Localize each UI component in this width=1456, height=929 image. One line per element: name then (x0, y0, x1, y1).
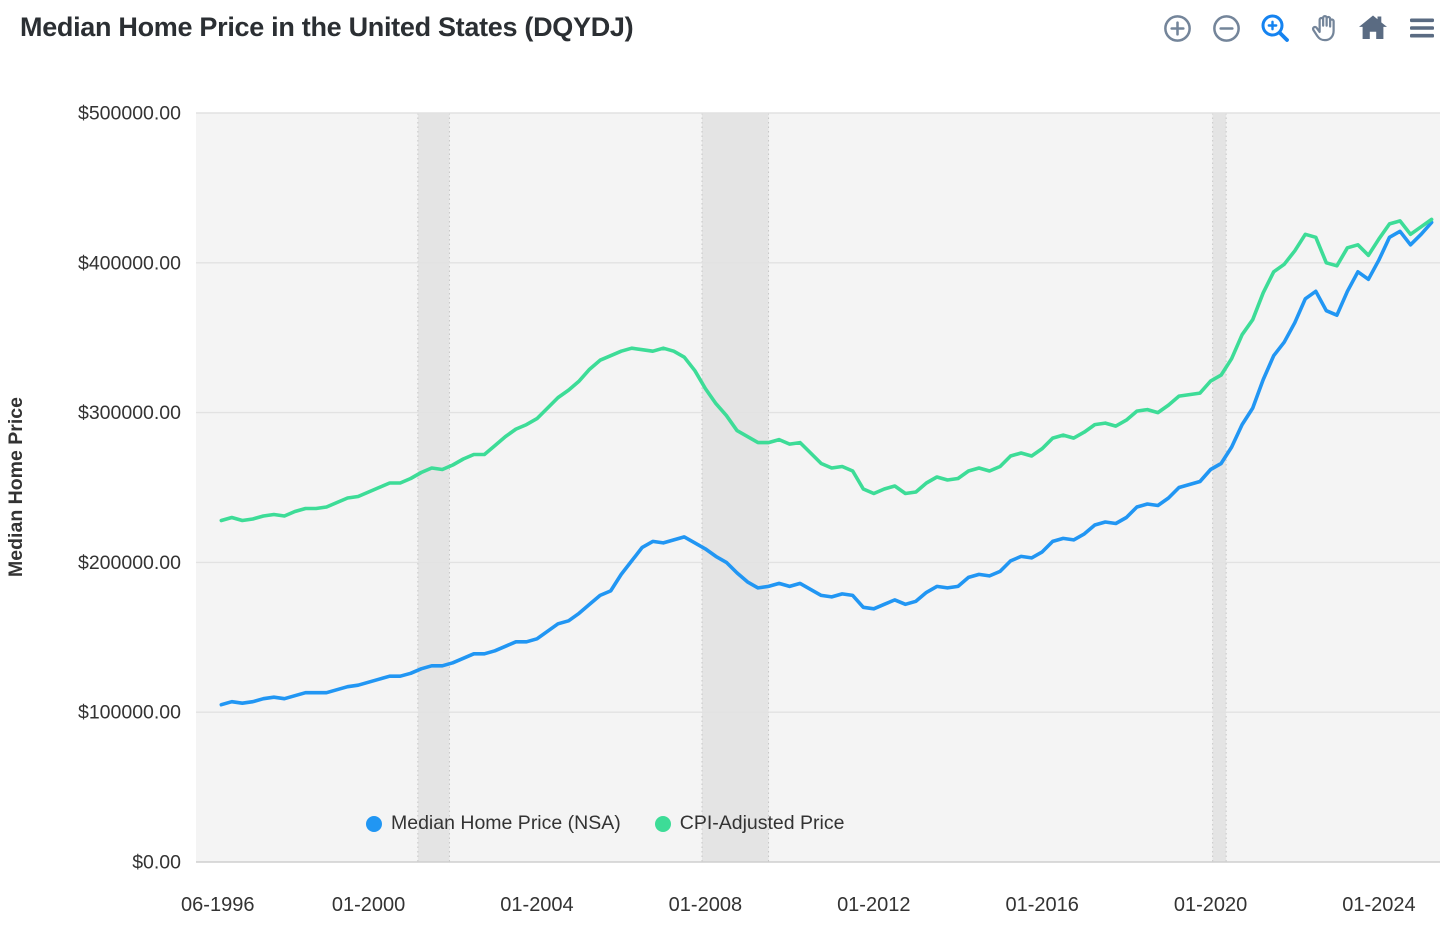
legend-label-cpi-adjusted: CPI-Adjusted Price (679, 812, 845, 834)
recession-band (1212, 113, 1227, 862)
zoom-out-button[interactable] (1208, 10, 1244, 46)
y-tick-label: $100000.00 (78, 702, 181, 724)
x-tick-label: 01-2008 (669, 894, 742, 916)
x-tick-label: 01-2004 (500, 894, 573, 916)
magnifier-plus-icon (1261, 14, 1289, 42)
y-tick-label: $200000.00 (78, 552, 181, 574)
plot-background (196, 113, 1440, 862)
x-tick-label: 01-2000 (332, 894, 405, 916)
y-axis-title: Median Home Price (5, 397, 27, 577)
x-tick-label: 01-2024 (1342, 894, 1415, 916)
y-tick-label: $300000.00 (78, 402, 181, 424)
x-tick-label: 01-2020 (1174, 894, 1247, 916)
hand-icon (1311, 14, 1335, 41)
x-tick-label: 01-2012 (837, 894, 910, 916)
chart-toolbar (1159, 10, 1440, 46)
home-icon (1359, 15, 1387, 39)
menu-button[interactable] (1404, 10, 1440, 46)
series-line-0 (219, 220, 1434, 707)
y-tick-label: $0.00 (132, 852, 181, 874)
page-title: Median Home Price in the United States (… (20, 12, 634, 42)
x-tick-label: 06-1996 (181, 894, 254, 916)
legend-item-median-home-price[interactable]: Median Home Price (NSA) (366, 812, 621, 835)
chart-legend: Median Home Price (NSA) CPI-Adjusted Pri… (366, 812, 844, 835)
circle-plus-icon (1163, 14, 1191, 42)
pan-button[interactable] (1306, 10, 1342, 46)
legend-marker-green-icon (654, 815, 671, 832)
x-tick-label: 01-2016 (1005, 894, 1078, 916)
recession-band (702, 113, 769, 862)
y-tick-label: $400000.00 (78, 252, 181, 274)
legend-marker-blue-icon (366, 815, 382, 832)
legend-label-median-home-price: Median Home Price (NSA) (391, 812, 621, 834)
reset-axes-button[interactable] (1355, 10, 1391, 46)
circle-minus-icon (1212, 14, 1240, 42)
series-line-1 (219, 217, 1434, 523)
box-zoom-button[interactable] (1257, 10, 1293, 46)
legend-item-cpi-adjusted[interactable]: CPI-Adjusted Price (654, 812, 845, 835)
hamburger-icon (1410, 18, 1434, 38)
y-tick-label: $500000.00 (78, 103, 181, 125)
zoom-in-button[interactable] (1159, 10, 1195, 46)
recession-band (417, 113, 450, 862)
